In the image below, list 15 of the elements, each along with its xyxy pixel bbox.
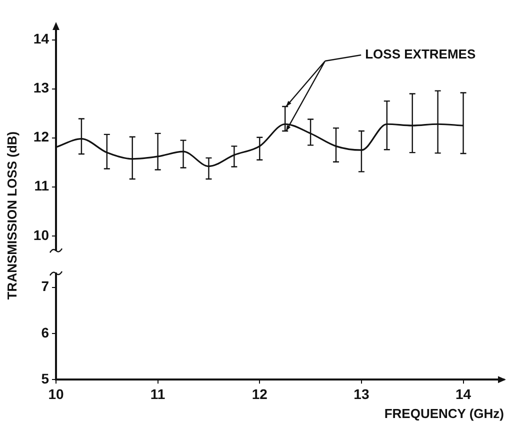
x-tick-label: 13 (354, 386, 370, 402)
y-tick-label: 5 (41, 370, 50, 386)
annotation: LOSS EXTREMES (365, 46, 476, 62)
y-tick-label: 11 (34, 178, 50, 194)
y-tick-label: 10 (33, 226, 50, 243)
y-tick-label: 13 (33, 80, 50, 96)
x-tick-label: 11 (150, 386, 166, 402)
y-tick-label: 7 (41, 278, 50, 294)
x-axis-title: FREQUENCY (GHz) (384, 406, 504, 421)
y-axis-title: TRANSMISSION LOSS (dB) (4, 130, 20, 300)
y-tick-label: 14 (33, 30, 50, 47)
x-tick-label: 12 (252, 386, 268, 402)
y-tick-label: 6 (41, 324, 50, 340)
x-tick-label: 14 (455, 386, 472, 402)
y-tick-label: 12 (33, 128, 50, 145)
